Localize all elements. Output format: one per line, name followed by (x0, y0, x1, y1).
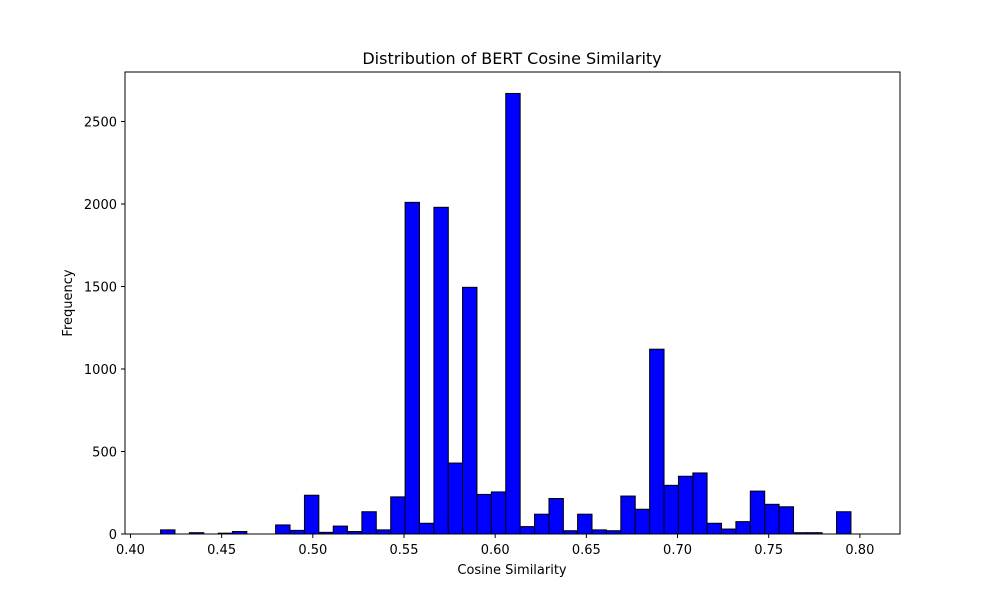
histogram-bar (289, 529, 305, 535)
y-axis-ticks: 0 500 1000 1500 2000 2500 (84, 116, 125, 543)
histogram-bar (462, 286, 478, 535)
histogram-bar (677, 475, 694, 535)
histogram-bar (275, 524, 291, 535)
x-tick-label: 0.55 (390, 543, 419, 558)
histogram-bar (836, 511, 852, 535)
histogram-bar (361, 511, 377, 535)
x-tick-label: 0.45 (207, 543, 236, 558)
y-tick-label: 2500 (84, 116, 117, 131)
histogram-bar (634, 508, 651, 535)
x-axis-label: Cosine Similarity (457, 563, 567, 578)
histogram-bar (303, 494, 320, 535)
histogram-bar (490, 491, 507, 535)
histogram-bar (505, 92, 521, 535)
histogram-bar (577, 513, 593, 535)
chart-title: Distribution of BERT Cosine Similarity (362, 49, 661, 68)
x-tick-label: 0.70 (663, 543, 692, 558)
x-tick-label: 0.40 (116, 543, 145, 558)
y-tick-label: 0 (109, 528, 117, 543)
plot-frame (124, 71, 901, 535)
histogram-bar (692, 472, 708, 535)
x-tick-label: 0.75 (754, 543, 783, 558)
histogram-bar (764, 503, 780, 535)
histogram-bar (447, 462, 464, 535)
histogram-bar (548, 498, 564, 535)
y-tick-label: 2000 (84, 198, 117, 213)
histogram-bar (663, 484, 679, 535)
histogram-bar (404, 201, 420, 535)
histogram-bar (778, 506, 795, 535)
x-axis-ticks: 0.40 0.45 0.50 0.55 0.60 0.65 0.70 0.75 0.80 (116, 534, 874, 558)
histogram-bar (390, 496, 406, 535)
histogram-bar (332, 525, 348, 535)
histogram-bar (720, 528, 737, 535)
histogram-bars (160, 92, 852, 535)
histogram-bar (649, 348, 665, 535)
y-tick-label: 1500 (84, 281, 117, 296)
histogram-bar (433, 206, 449, 535)
histogram-bar (534, 513, 550, 535)
histogram-bar (735, 521, 751, 535)
histogram-bar (419, 522, 435, 535)
histogram-bar (620, 495, 636, 535)
histogram-bar (706, 522, 722, 535)
y-axis-label: Frequency (61, 269, 76, 336)
y-tick-label: 1000 (84, 363, 117, 378)
histogram-bar (591, 529, 607, 535)
x-tick-label: 0.80 (845, 543, 874, 558)
histogram-bar (476, 493, 492, 535)
histogram-bar (160, 529, 176, 535)
x-tick-label: 0.65 (572, 543, 601, 558)
y-tick-label: 500 (92, 446, 117, 461)
x-tick-label: 0.50 (298, 543, 327, 558)
histogram-bar (519, 526, 536, 535)
histogram-bar (375, 529, 392, 535)
x-tick-label: 0.60 (481, 543, 510, 558)
histogram-bar (749, 490, 766, 535)
